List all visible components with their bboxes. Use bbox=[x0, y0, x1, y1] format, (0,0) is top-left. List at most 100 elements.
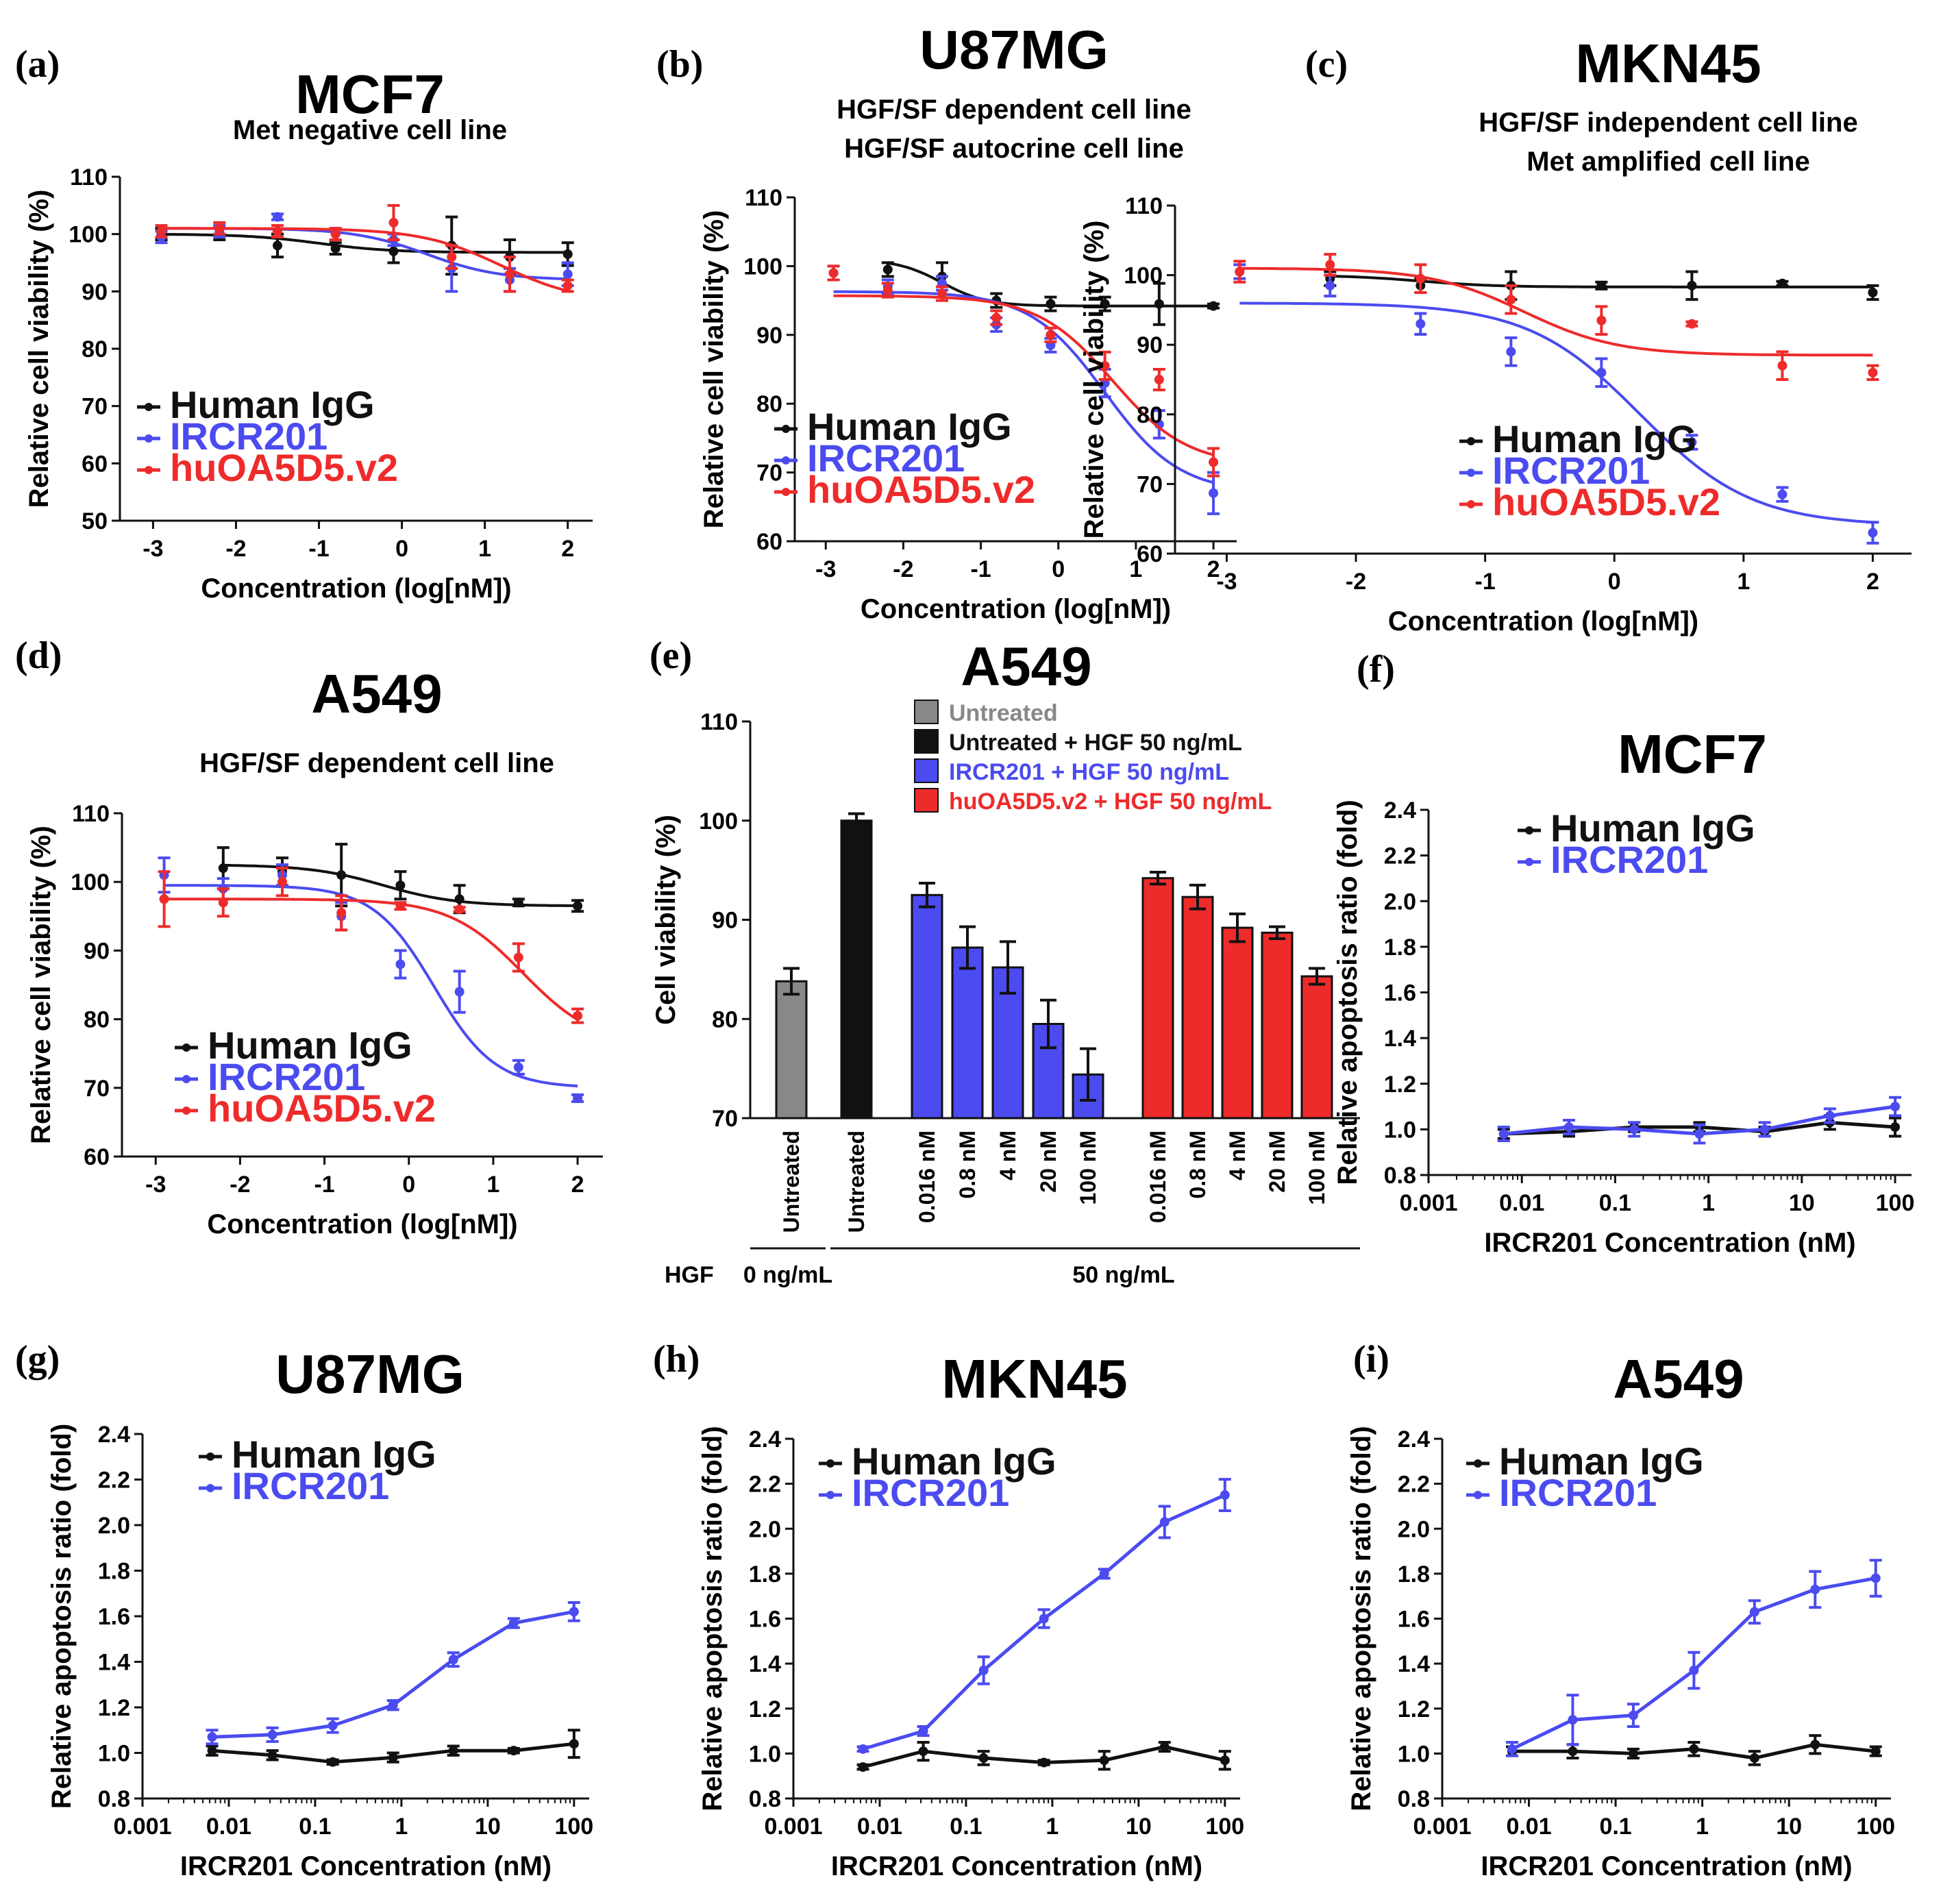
data-point bbox=[1154, 299, 1164, 309]
data-point bbox=[1039, 1614, 1049, 1624]
y-tick-label: 60 bbox=[82, 451, 108, 477]
data-point bbox=[562, 249, 573, 259]
data-point bbox=[1209, 301, 1219, 311]
data-point bbox=[573, 1011, 583, 1021]
legend-label: huOA5D5.v2 + HGF 50 ng/mL bbox=[949, 789, 1272, 815]
legend-marker bbox=[1474, 1491, 1482, 1499]
data-point bbox=[1507, 1744, 1518, 1754]
data-point bbox=[267, 1750, 277, 1760]
data-point bbox=[277, 877, 287, 887]
data-point bbox=[218, 863, 228, 874]
series-huoa5d5-v2 bbox=[827, 264, 1220, 478]
legend-marker bbox=[145, 403, 153, 411]
bar bbox=[991, 966, 1024, 1120]
y-axis-label: Relative apoptosis ratio (fold) bbox=[1346, 1426, 1376, 1811]
legend-marker bbox=[1467, 437, 1475, 445]
y-tick-label: 1.6 bbox=[1398, 1607, 1430, 1633]
hgf-group0-label: 0 ng/mL bbox=[743, 1262, 832, 1288]
legend-label: IRCR201 bbox=[852, 1471, 1009, 1514]
x-axis-label: IRCR201 Concentration (nM) bbox=[831, 1851, 1202, 1881]
bar bbox=[1181, 895, 1214, 1120]
legend-marker bbox=[1467, 469, 1475, 477]
legend-marker bbox=[206, 1452, 214, 1461]
y-tick-label: 2.0 bbox=[1384, 889, 1416, 915]
bar-label: Untreated bbox=[844, 1130, 869, 1233]
y-tick-label: 0.8 bbox=[749, 1786, 781, 1812]
y-tick-label: 90 bbox=[1137, 332, 1163, 358]
fit-curve bbox=[164, 884, 578, 1088]
x-tick-label: 2 bbox=[561, 536, 574, 562]
x-tick-label: 100 bbox=[1856, 1814, 1895, 1840]
data-point bbox=[1564, 1122, 1574, 1133]
y-tick-label: 1.4 bbox=[749, 1651, 781, 1677]
data-point bbox=[1506, 347, 1516, 357]
data-point bbox=[1220, 1490, 1230, 1500]
data-point bbox=[1777, 360, 1788, 371]
y-tick-label: 0.8 bbox=[1398, 1786, 1430, 1812]
data-point bbox=[1568, 1746, 1578, 1757]
legend-marker bbox=[782, 488, 790, 496]
panel-title: MKN45 bbox=[941, 1348, 1127, 1409]
panel-h: (h) MKN45 0.8 1.0 1.2 1.4 1.6 1.8 2.0 2.2 2.4 Relat… bbox=[653, 1338, 1244, 1881]
y-tick-label: 80 bbox=[84, 1007, 110, 1033]
y-axis-label: Relative apoptosis ratio (fold) bbox=[47, 1424, 77, 1809]
data-point bbox=[1235, 267, 1245, 277]
legend-marker bbox=[206, 1484, 214, 1492]
y-tick-label: 1.2 bbox=[1384, 1072, 1416, 1098]
x-tick-label: 0.1 bbox=[950, 1814, 982, 1840]
x-tick-label: 0.1 bbox=[1599, 1190, 1631, 1216]
x-tick-label: 0.1 bbox=[299, 1814, 331, 1840]
data-point bbox=[156, 226, 166, 236]
legend-label: Human IgG bbox=[807, 405, 1012, 448]
data-point bbox=[395, 901, 406, 911]
panel-subtitle: HGF/SF dependent cell line bbox=[199, 748, 554, 778]
data-point bbox=[1596, 367, 1607, 378]
y-tick-label: 1.4 bbox=[1384, 1026, 1416, 1052]
x-tick-label: 100 bbox=[1876, 1190, 1915, 1216]
x-axis-label: Concentration (log[nM]) bbox=[201, 573, 511, 604]
data-point bbox=[1749, 1753, 1759, 1763]
data-point bbox=[454, 987, 465, 997]
y-tick-label: 2.0 bbox=[1398, 1516, 1430, 1542]
panel-subtitle: HGF/SF autocrine cell line bbox=[844, 134, 1184, 164]
x-tick-label: 0 bbox=[1608, 569, 1621, 595]
x-tick-label: -1 bbox=[1475, 569, 1496, 595]
fit-curve bbox=[1239, 301, 1873, 524]
data-point bbox=[159, 894, 169, 904]
data-point bbox=[573, 1093, 583, 1103]
legend-label: IRCR201 bbox=[1550, 838, 1708, 881]
data-point bbox=[1325, 260, 1335, 270]
legend-label: Human IgG bbox=[852, 1439, 1056, 1483]
y-tick-label: 0.8 bbox=[98, 1786, 130, 1812]
series-huoa5d5-v2 bbox=[1233, 253, 1879, 381]
data-point bbox=[1100, 360, 1110, 371]
data-point bbox=[207, 1732, 217, 1742]
data-point bbox=[918, 1746, 928, 1757]
data-point bbox=[1628, 1748, 1638, 1759]
legend: Untreated Untreated + HGF 50 ng/mL IRCR201… bbox=[914, 700, 1272, 815]
panel-label: (e) bbox=[650, 634, 692, 677]
data-point bbox=[207, 1746, 217, 1756]
panel-subtitle: Met amplified cell line bbox=[1526, 147, 1809, 177]
y-tick-label: 1.8 bbox=[1384, 935, 1416, 961]
y-tick-label: 70 bbox=[84, 1076, 110, 1102]
data-point bbox=[858, 1744, 868, 1754]
legend-marker bbox=[1467, 500, 1475, 508]
y-axis-label: Relative cell viability (%) bbox=[26, 826, 56, 1144]
legend-label: Human IgG bbox=[208, 1024, 412, 1067]
data-point bbox=[330, 229, 341, 239]
legend-label: huOA5D5.v2 bbox=[170, 446, 398, 489]
data-point bbox=[1628, 1710, 1638, 1720]
data-point bbox=[1220, 1755, 1230, 1766]
y-tick-label: 100 bbox=[71, 869, 110, 895]
bar-label: 4 nM bbox=[1225, 1130, 1250, 1180]
legend-marker bbox=[1525, 858, 1533, 866]
y-tick-label: 2.2 bbox=[749, 1472, 781, 1498]
bar-label: Untreated bbox=[779, 1130, 804, 1233]
data-point bbox=[1506, 295, 1516, 305]
legend-marker bbox=[826, 1459, 834, 1468]
data-point bbox=[1810, 1584, 1820, 1594]
data-point bbox=[1325, 280, 1335, 290]
data-point bbox=[858, 1762, 868, 1772]
